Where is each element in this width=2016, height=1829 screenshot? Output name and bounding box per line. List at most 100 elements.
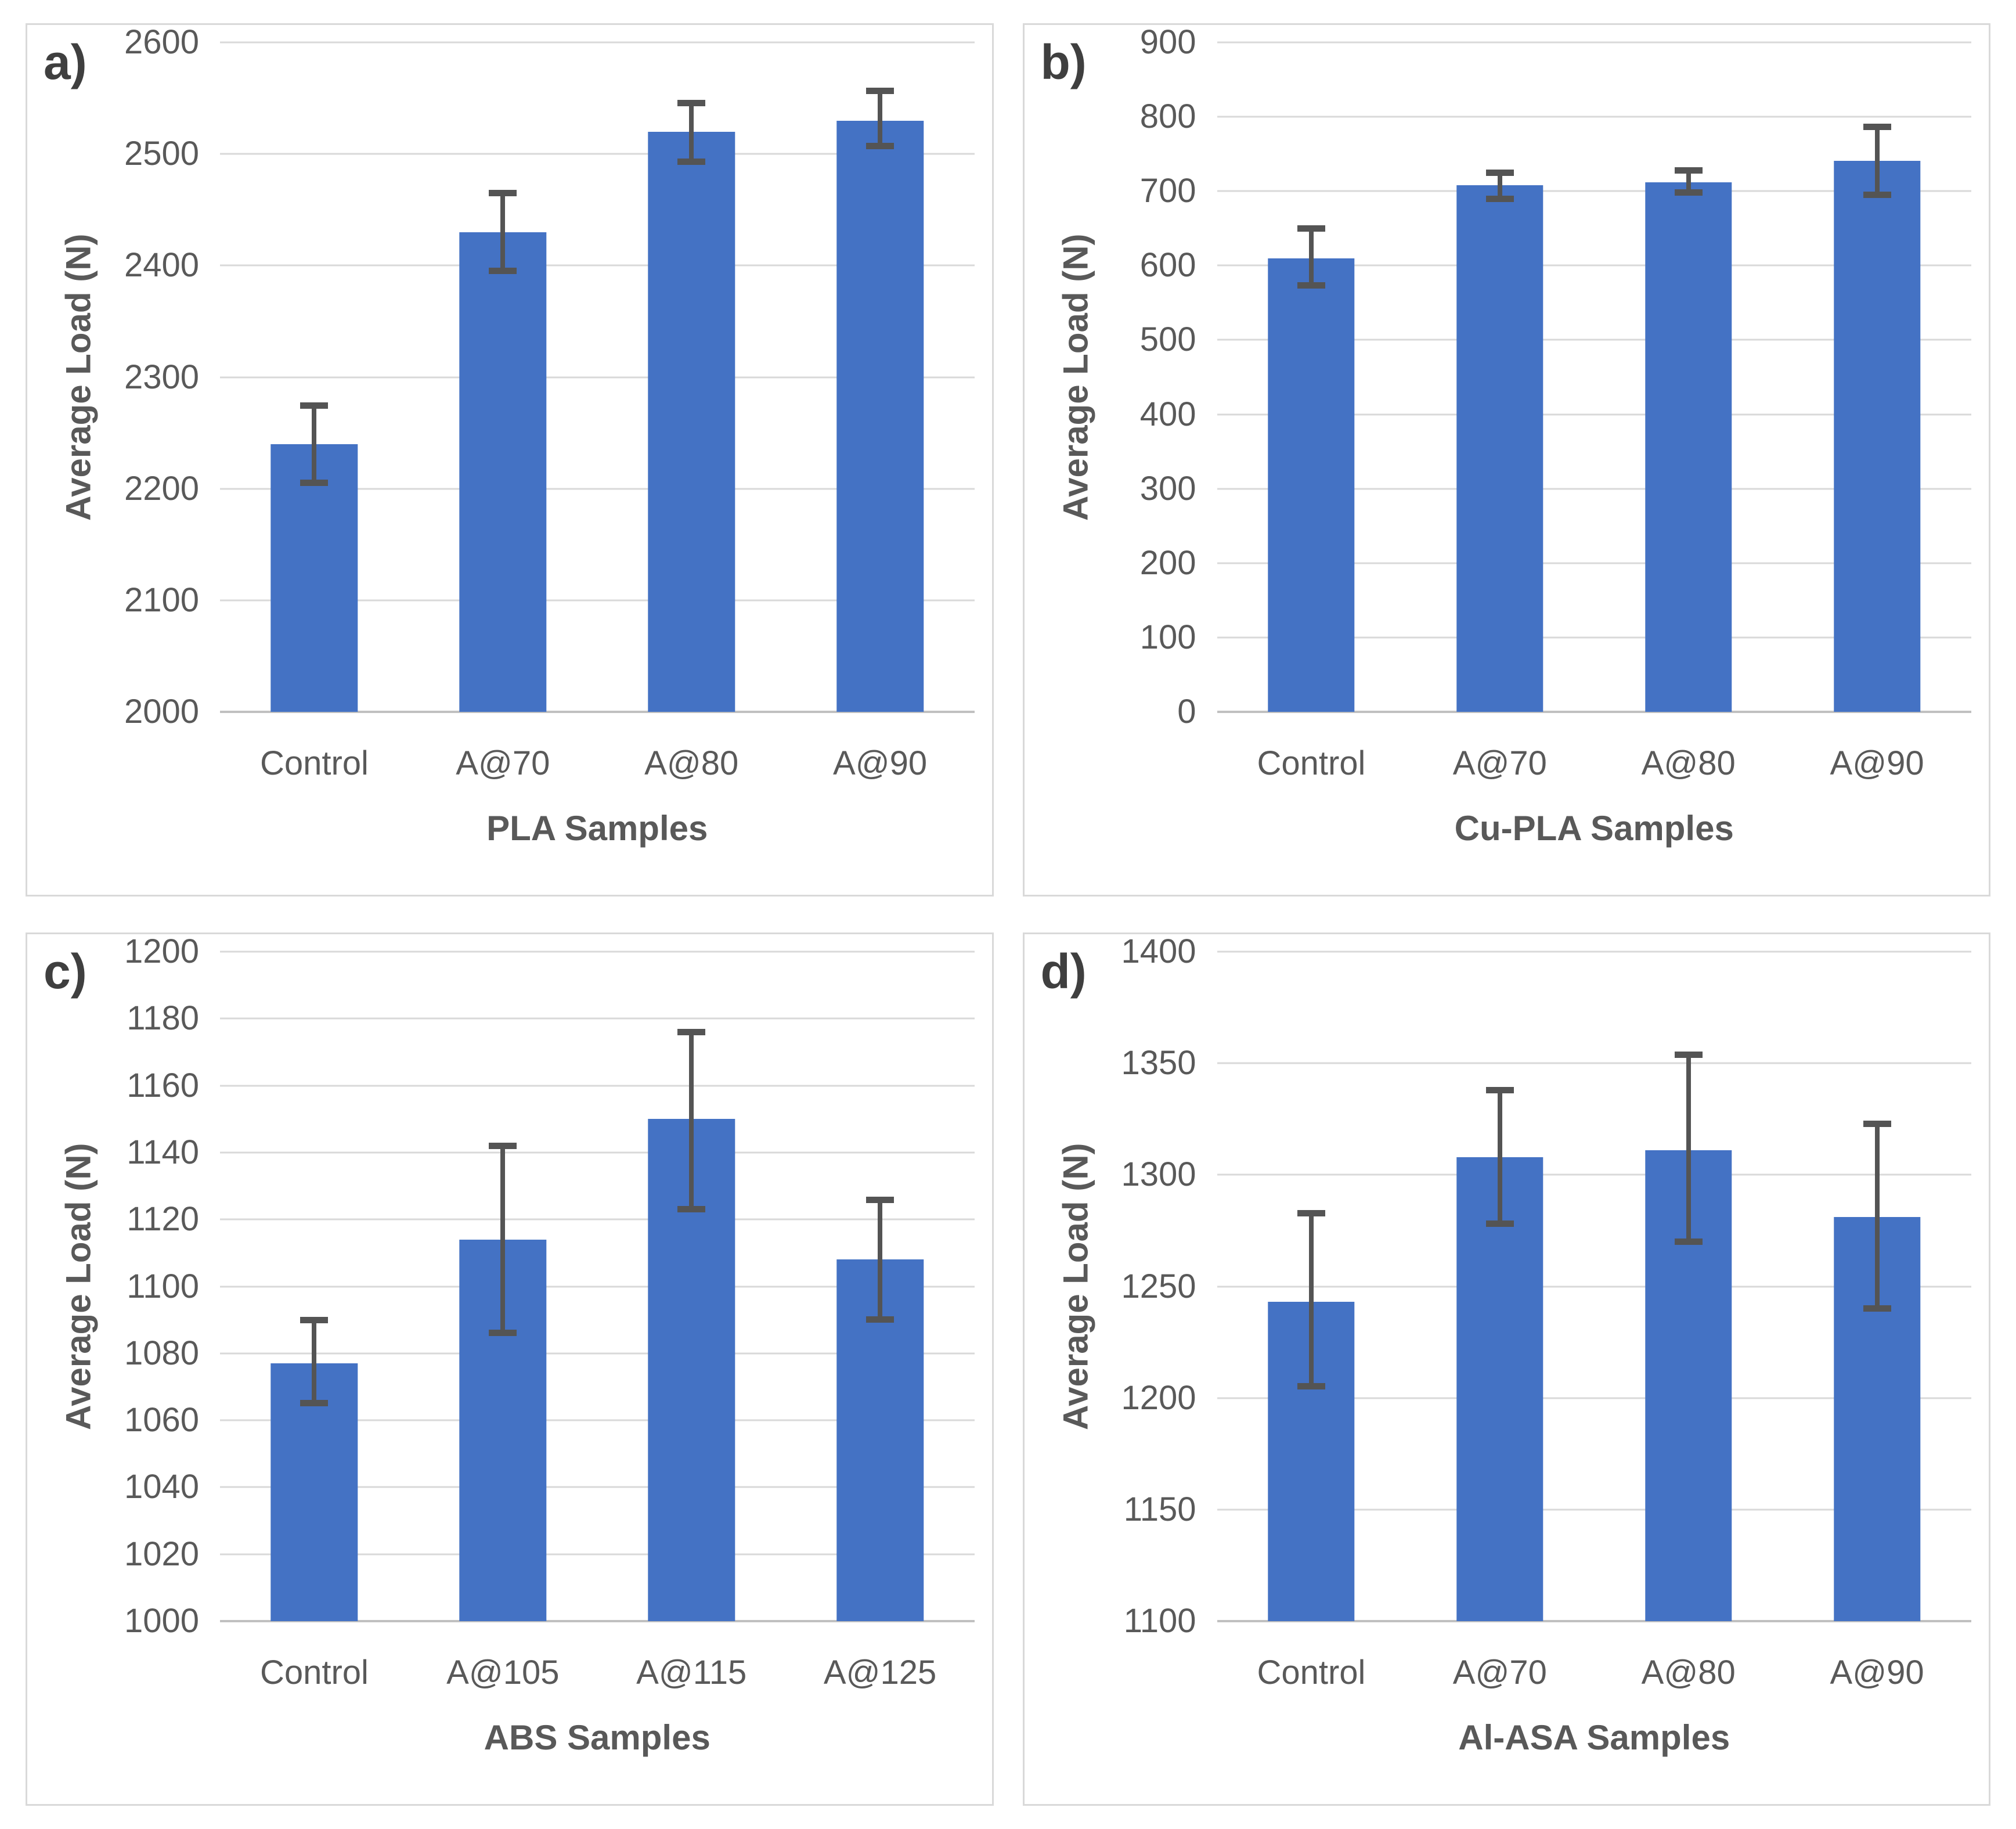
x-tick-label: A@80: [644, 744, 739, 782]
bar: [836, 120, 924, 712]
y-tick-label: 1120: [127, 1200, 199, 1238]
error-bar-cap-top: [677, 99, 706, 106]
panel-letter-d: d): [1040, 944, 1087, 999]
error-bar: [677, 99, 706, 165]
x-axis-title: PLA Samples: [486, 809, 708, 848]
y-tick-label: 1140: [127, 1133, 199, 1171]
gridline: [220, 950, 975, 953]
gridline: [1217, 1286, 1971, 1287]
y-tick-label: 800: [1139, 98, 1196, 136]
error-bar-cap-top: [1863, 123, 1891, 130]
y-tick-label: 2400: [124, 246, 199, 285]
error-bar-cap-top: [1297, 1209, 1325, 1216]
y-tick-label: 1200: [1121, 1378, 1196, 1417]
y-tick-label: 1400: [1121, 932, 1196, 970]
x-axis-baseline: [220, 1620, 975, 1622]
bar: [1833, 160, 1921, 712]
bar: [648, 131, 735, 712]
gridline: [1217, 339, 1971, 341]
error-bar: [1674, 1051, 1703, 1245]
gridline: [220, 1352, 975, 1355]
x-tick-label: A@90: [833, 744, 928, 782]
x-tick-label: Control: [259, 1654, 369, 1691]
error-bar-cap-bottom: [300, 1400, 329, 1407]
bar: [1456, 1157, 1543, 1621]
bar: [271, 444, 358, 712]
gridline: [1217, 1062, 1971, 1064]
gridline: [220, 1486, 975, 1488]
x-axis-title: Al-ASA Samples: [1458, 1718, 1730, 1757]
error-bar: [489, 190, 517, 274]
y-tick-label: 1150: [1123, 1490, 1196, 1528]
error-bar: [1674, 167, 1703, 196]
y-axis-title: Average Load (N): [59, 1143, 98, 1430]
y-tick-label: 1250: [1121, 1267, 1196, 1305]
x-axis-title: Cu-PLA Samples: [1454, 809, 1734, 848]
error-bar-cap-bottom: [677, 158, 706, 165]
error-bar: [677, 1029, 706, 1212]
gridline: [1217, 1173, 1971, 1176]
chart-panel-c: c) Average Load (N) 1000 1020 1040 1060 1080…: [26, 932, 994, 1806]
x-tick-label: Control: [259, 744, 369, 782]
error-bar-cap-top: [1485, 1087, 1514, 1094]
x-tick-label: A@90: [1830, 1654, 1924, 1691]
x-tick-label: A@90: [1830, 744, 1924, 782]
gridline: [220, 1218, 975, 1220]
x-axis-title: ABS Samples: [484, 1718, 711, 1757]
error-bar: [1863, 123, 1891, 198]
y-tick-label: 1020: [124, 1535, 199, 1573]
gridline: [1217, 636, 1971, 639]
y-tick-label: 1080: [124, 1334, 199, 1372]
error-bar-line: [1874, 126, 1880, 195]
bar: [459, 232, 547, 712]
error-bar-cap-bottom: [866, 1316, 895, 1323]
y-tick-label: 2600: [124, 23, 199, 61]
error-bar: [1485, 1087, 1514, 1227]
gridline: [220, 488, 975, 490]
gridline: [220, 153, 975, 155]
gridline: [1217, 190, 1971, 192]
x-tick-label: A@115: [636, 1654, 747, 1691]
x-tick-label: A@70: [456, 744, 550, 782]
plot-area-b: 0 100 200 300 400 500 600 700 800 900 Control A@70 A…: [1140, 26, 1971, 780]
gridline: [1217, 41, 1971, 44]
bar: [1456, 185, 1543, 712]
error-bar-line: [1686, 170, 1691, 193]
x-tick-label: A@80: [1641, 1654, 1736, 1691]
y-tick-label: 1350: [1121, 1044, 1196, 1082]
x-tick-label: Control: [1257, 744, 1366, 782]
error-bar: [1297, 225, 1325, 289]
error-bar: [866, 1196, 895, 1323]
y-tick-label: 2500: [124, 135, 199, 173]
error-bar-cap-bottom: [677, 1205, 706, 1212]
gridline: [220, 1553, 975, 1556]
y-tick-label: 1040: [124, 1468, 199, 1506]
y-tick-label: 700: [1139, 172, 1196, 210]
gridline: [220, 1017, 975, 1020]
error-bar-cap-bottom: [1297, 282, 1325, 289]
error-bar-line: [689, 102, 694, 162]
error-bar-line: [1308, 1212, 1314, 1387]
error-bar-cap-top: [866, 87, 895, 94]
error-bar-cap-bottom: [1863, 1305, 1891, 1312]
error-bar-line: [1497, 172, 1502, 200]
gridline: [220, 1085, 975, 1087]
gridline: [220, 1419, 975, 1421]
y-tick-label: 2100: [124, 581, 199, 619]
plot-area-d: 1100 1150 1200 1250 1300 1350 1400 Control A@70 A…: [1121, 935, 1971, 1690]
error-bar: [1297, 1209, 1325, 1390]
error-bar-cap-top: [1297, 225, 1325, 232]
y-tick-label: 300: [1139, 469, 1196, 507]
gridline: [1217, 950, 1971, 953]
error-bar: [300, 1317, 329, 1407]
y-tick-label: 1100: [127, 1267, 199, 1305]
error-bar-line: [1874, 1123, 1880, 1309]
error-bar-cap-top: [677, 1029, 706, 1036]
error-bar-cap-top: [300, 402, 329, 409]
plot-area-c: 1000 1020 1040 1060 1080 1100 1120 1140 1160 1180…: [124, 935, 975, 1690]
y-tick-label: 900: [1139, 23, 1196, 61]
y-tick-label: 600: [1139, 246, 1196, 285]
error-bar-line: [1308, 228, 1314, 286]
error-bar-cap-top: [1674, 167, 1703, 174]
x-tick-label: A@80: [1641, 744, 1736, 782]
